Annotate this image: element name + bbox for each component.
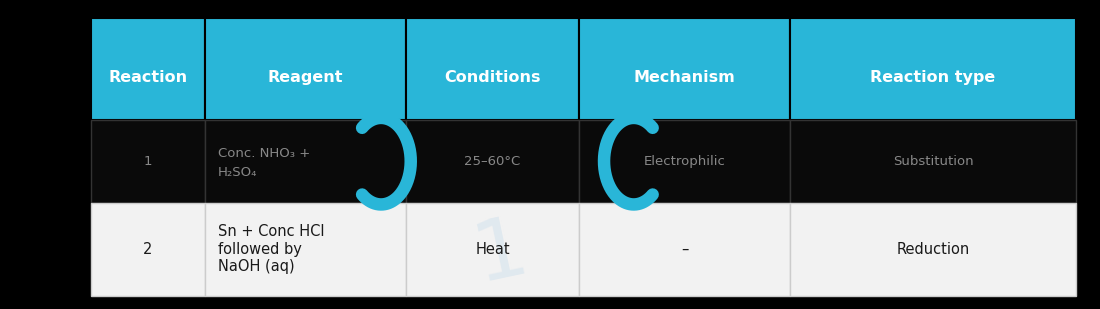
- Text: Reaction: Reaction: [108, 70, 187, 85]
- Text: Reaction type: Reaction type: [870, 70, 996, 85]
- Text: Electrophilic: Electrophilic: [644, 155, 725, 168]
- Text: Conc. NHO₃ +: Conc. NHO₃ +: [218, 147, 310, 160]
- Text: followed by: followed by: [218, 242, 301, 257]
- Bar: [790, 120, 1076, 203]
- Text: Mechanism: Mechanism: [634, 70, 735, 85]
- Bar: [91, 203, 205, 296]
- Text: 1: 1: [144, 155, 152, 168]
- Bar: [205, 203, 406, 296]
- Text: 1: 1: [466, 207, 536, 298]
- Text: Sn + Conc HCl: Sn + Conc HCl: [218, 224, 324, 239]
- Bar: [406, 18, 579, 120]
- Text: –: –: [681, 242, 689, 257]
- Text: 25–60°C: 25–60°C: [464, 155, 520, 168]
- Bar: [579, 120, 790, 203]
- Text: NaOH (aq): NaOH (aq): [218, 260, 295, 274]
- Text: Conditions: Conditions: [444, 70, 541, 85]
- Bar: [579, 18, 790, 120]
- Bar: [205, 18, 406, 120]
- Bar: [406, 203, 579, 296]
- Text: 2: 2: [143, 242, 153, 257]
- Text: H₂SO₄: H₂SO₄: [218, 166, 257, 179]
- Text: Substitution: Substitution: [893, 155, 974, 168]
- Bar: [406, 120, 579, 203]
- Bar: [579, 203, 790, 296]
- Bar: [790, 18, 1076, 120]
- Bar: [91, 18, 205, 120]
- Bar: [790, 203, 1076, 296]
- Text: Reduction: Reduction: [896, 242, 970, 257]
- Bar: [91, 120, 205, 203]
- Text: Heat: Heat: [475, 242, 509, 257]
- Text: Reagent: Reagent: [267, 70, 343, 85]
- Bar: [205, 120, 406, 203]
